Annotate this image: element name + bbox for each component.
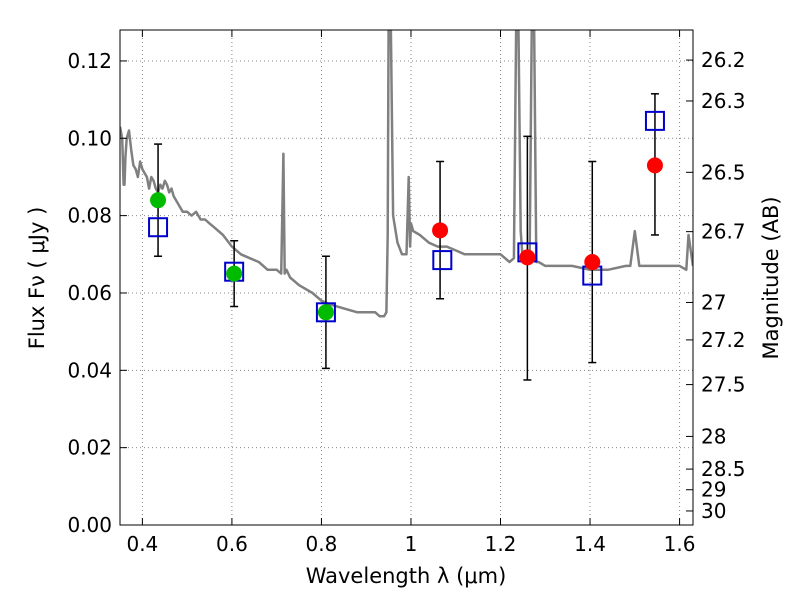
gridlines — [120, 30, 693, 526]
y-tick-label: 0.08 — [67, 204, 112, 228]
optical-flux-point — [150, 192, 167, 209]
y-tick-label: 0.02 — [67, 436, 112, 460]
data-markers — [148, 110, 665, 323]
y-right-tick-label: 27.2 — [701, 328, 746, 352]
y-tick-label: 0.00 — [67, 513, 112, 537]
tick-labels: 0.4 0.6 0.8 1 1.2 1.4 1.6 0.00 0.02 0.04 0.06 0.08 0… — [67, 48, 745, 556]
x-tick-label: 1.6 — [664, 532, 696, 556]
y-right-tick-label: 27.5 — [701, 373, 746, 397]
x-tick-label: 0.4 — [126, 532, 158, 556]
y-right-tick-label: 26.7 — [701, 220, 746, 244]
y-right-tick-label: 26.5 — [701, 160, 746, 184]
y-right-tick-label: 26.3 — [701, 89, 746, 113]
x-tick-label: 1.2 — [485, 532, 517, 556]
optical-flux-point — [226, 265, 243, 282]
nir-flux-point — [519, 249, 536, 266]
y-tick-label: 0.10 — [67, 126, 112, 150]
model-flux-square — [644, 110, 665, 131]
y-axis-right-label: Magnitude (AB) — [759, 196, 783, 359]
model-flux-square — [432, 250, 453, 271]
x-tick-label: 0.6 — [216, 532, 248, 556]
x-tick-label: 1.4 — [574, 532, 606, 556]
y-right-tick-label: 30 — [701, 499, 726, 523]
y-right-tick-label: 28.5 — [701, 457, 746, 481]
y-right-tick-label: 29 — [701, 478, 726, 502]
x-axis-label: Wavelength λ (μm) — [306, 564, 507, 588]
plot-frame — [119, 29, 694, 526]
x-tick-label: 0.8 — [306, 532, 338, 556]
y-right-tick-label: 26.2 — [701, 48, 746, 72]
x-tick-label: 1 — [405, 532, 418, 556]
optical-flux-point — [317, 304, 334, 321]
y-tick-label: 0.12 — [67, 49, 112, 73]
model-flux-square — [315, 302, 336, 323]
y-tick-label: 0.04 — [67, 358, 112, 382]
nir-flux-point — [432, 222, 449, 239]
y-axis-label: Flux Fν ( μJy ) — [25, 207, 49, 350]
model-flux-square — [148, 217, 169, 238]
y-right-tick-label: 28 — [701, 424, 726, 448]
sed-curve — [120, 30, 693, 318]
nir-flux-point — [646, 157, 663, 174]
axis-ticks — [120, 30, 693, 526]
y-right-tick-label: 27 — [701, 290, 726, 314]
sed-model-line — [120, 30, 693, 318]
y-tick-label: 0.06 — [67, 281, 112, 305]
nir-flux-point — [584, 254, 601, 271]
